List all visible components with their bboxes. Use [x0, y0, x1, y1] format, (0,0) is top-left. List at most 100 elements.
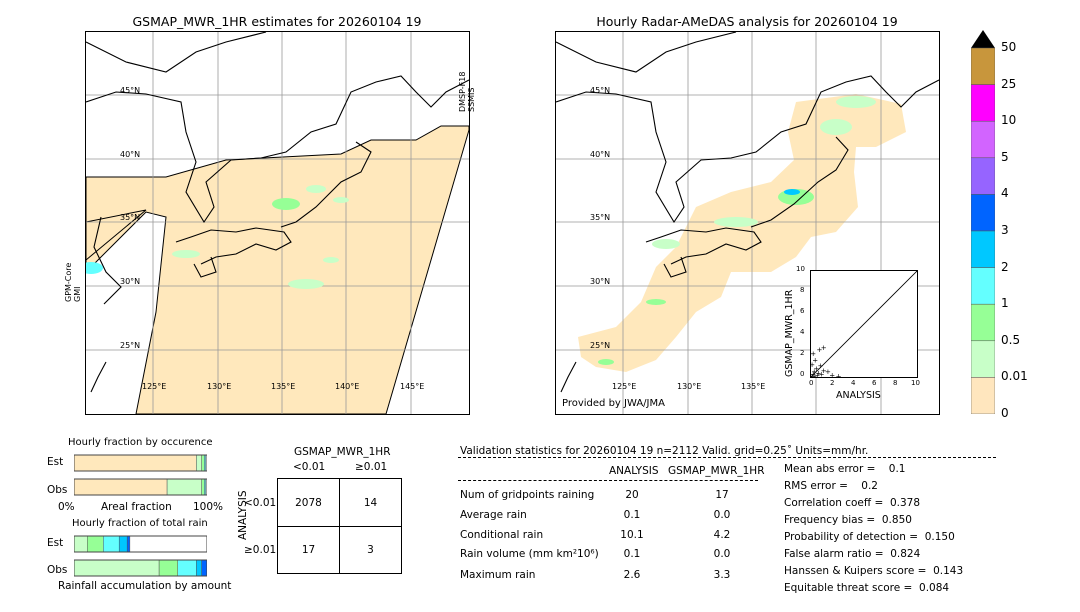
left-lon-label-145: 145°E [400, 382, 425, 391]
swath-left-wedge [86, 209, 147, 261]
colorbar-extend-triangle [971, 30, 995, 48]
scatter-point: + [829, 371, 835, 377]
scatter-point: + [813, 365, 819, 373]
fraction-bar-segment [196, 559, 202, 577]
contingency-row-ge: ≥0.01 [244, 544, 277, 556]
fraction-bar-segment [103, 535, 120, 553]
scatter-point: + [821, 344, 827, 352]
validation-row-b: 0.0 [713, 548, 731, 560]
fraction-bar-segment [166, 478, 202, 496]
occurrence-bars-svg [73, 454, 208, 496]
right-lon-label-130: 130°E [677, 382, 702, 391]
fraction-bar-segment [73, 454, 197, 472]
scatter-point: + [811, 372, 815, 377]
left-coastlines [86, 32, 469, 393]
colorbar-label: 1 [1001, 296, 1009, 311]
rain-bars [73, 532, 208, 580]
colorbar-labels: 50 25 10 5 4 3 2 1 0.5 0.01 0 [1001, 30, 1061, 430]
scatter-ytick-8: 8 [800, 286, 805, 294]
colorbar-label: 3 [1001, 223, 1009, 237]
scatter-point: + [812, 357, 818, 365]
scatter-point: + [811, 370, 816, 377]
colorbar-label: 4 [1001, 186, 1009, 201]
fraction-bar-segment [177, 559, 197, 577]
validation-row-b: 17 [715, 489, 729, 501]
scatter-point: + [811, 372, 817, 377]
validation-row-label: Maximum rain [460, 569, 536, 581]
fraction-occurrence-title: Hourly fraction by occurence [68, 437, 213, 448]
contingency-cell-fp: 14 [363, 497, 378, 509]
contingency-col-ge: ≥0.01 [355, 461, 388, 473]
colorbar-label: 50 [1001, 40, 1017, 54]
score-ets: Equitable threat score = 0.084 [784, 582, 950, 594]
validation-header: Validation statistics for 20260104 19 n=… [460, 445, 869, 457]
left-map-title: GSMAP_MWR_1HR estimates for 20260104 19 [132, 14, 422, 29]
score-freq-bias: Frequency bias = 0.850 [784, 514, 912, 526]
validation-row-a: 0.1 [623, 509, 641, 521]
scatter-xtick-0: 0 [809, 379, 814, 387]
scatter-plot: ++++++++++++++++++ [811, 271, 917, 377]
scatter-xtick-6: 6 [872, 379, 877, 387]
score-mae: Mean abs error = 0.1 [784, 463, 906, 475]
colorbar-swatch [970, 230, 996, 268]
validation-row-a: 10.1 [620, 529, 644, 541]
fraction-bar-segment [201, 454, 205, 472]
scatter-xtick-2: 2 [830, 379, 835, 387]
validation-row-a: 2.6 [623, 569, 641, 581]
colorbar-swatch [970, 377, 996, 415]
right-lon-label-125: 125°E [612, 382, 637, 391]
left-rain-patches [86, 185, 349, 289]
colorbar-swatch [970, 84, 996, 122]
validation-row-b: 4.2 [713, 529, 731, 541]
colorbar [970, 30, 996, 415]
fraction-bar-segment [201, 559, 208, 577]
scatter-point: + [814, 371, 820, 377]
fraction-bar-segment [196, 454, 202, 472]
scatter-diagonal [811, 271, 917, 377]
score-rmse: RMS error = 0.2 [784, 480, 878, 492]
validation-col-gsmap: GSMAP_MWR_1HR [668, 465, 765, 477]
fraction-bar-segment [126, 535, 131, 553]
colorbar-swatch [970, 120, 996, 159]
scatter-point: + [821, 367, 827, 375]
scatter-inset: ++++++++++++++++++ [810, 270, 918, 378]
scatter-point: + [811, 368, 817, 376]
scatter-point: + [836, 372, 842, 377]
right-map: 45°N 40°N 35°N 30°N 25°N 125°E 130°E 135… [555, 31, 940, 415]
fraction-bar-segment [201, 478, 205, 496]
colorbar-label: 25 [1001, 76, 1017, 91]
scatter-ytick-2: 2 [800, 349, 805, 357]
scatter-ylabel: GSMAP_MWR_1HR [784, 289, 795, 377]
scatter-xtick-4: 4 [851, 379, 856, 387]
map-credit: Provided by JWA/JMA [562, 398, 665, 409]
score-pod: Probability of detection = 0.150 [784, 531, 955, 543]
validation-row-label: Num of gridpoints raining [460, 489, 595, 501]
validation-col-underline [458, 480, 758, 481]
scatter-point: + [811, 361, 815, 369]
contingency-cell-tp: 3 [367, 544, 374, 556]
validation-row-a: 20 [625, 489, 639, 501]
colorbar-label: 0.01 [1001, 369, 1028, 384]
right-coastlines [556, 32, 939, 393]
contingency-row-lt: <0.01 [244, 497, 277, 509]
validation-row-label: Average rain [460, 509, 527, 521]
colorbar-swatch [970, 157, 996, 195]
scatter-point: + [817, 346, 823, 354]
scatter-ytick-0: 0 [800, 370, 805, 378]
validation-row-label: Conditional rain [460, 529, 544, 541]
scatter-point: + [818, 362, 824, 370]
left-lon-label-140: 140°E [335, 382, 360, 391]
occurrence-bars [73, 451, 208, 499]
left-lon-label-125: 125°E [142, 382, 167, 391]
score-far: False alarm ratio = 0.824 [784, 548, 921, 560]
scatter-point: + [819, 370, 825, 377]
scatter-point: + [811, 350, 816, 358]
right-lat-label-35: 35°N [590, 213, 611, 222]
contingency-cell-fn: 17 [301, 544, 316, 556]
scatter-point: + [825, 368, 831, 376]
rain-obs-label: Obs [47, 564, 68, 576]
right-lat-label-25: 25°N [590, 341, 611, 350]
fraction-est-label: Est [47, 456, 64, 468]
left-map-right-side-label: DMSP-F18 SSMIS [458, 71, 476, 112]
colorbar-label: 2 [1001, 259, 1009, 274]
